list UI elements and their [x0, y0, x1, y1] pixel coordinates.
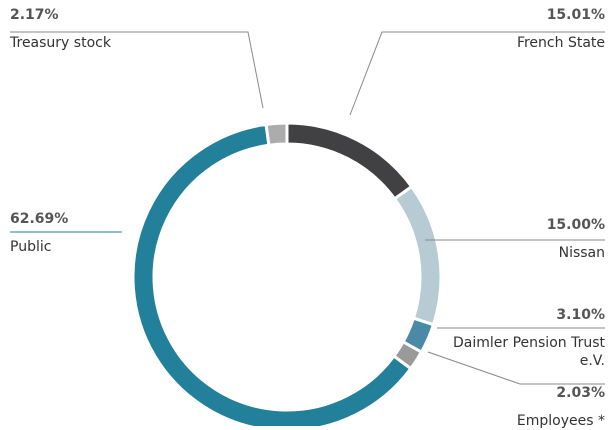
value-label: 62.69%: [10, 211, 69, 227]
category-label: Treasury stock: [10, 35, 111, 51]
leader-line: [349, 31, 605, 116]
value-label: 2.03%: [556, 385, 605, 401]
leader-line: [10, 31, 264, 109]
segment-label: 2.03% Employees *: [445, 384, 605, 430]
segment-label: 62.69% Public: [10, 210, 170, 256]
segment-label: 3.10% Daimler Pension Trust e.V.: [445, 306, 605, 370]
value-label: 3.10%: [556, 307, 605, 323]
category-label: French State: [516, 35, 605, 51]
segment-label: 15.00% Nissan: [445, 216, 605, 262]
donut-segment: [392, 184, 443, 327]
donut-segment: [285, 121, 414, 201]
value-label: 15.01%: [546, 7, 605, 23]
value-label: 2.17%: [10, 7, 59, 23]
segment-label: 2.17% Treasury stock: [10, 6, 170, 52]
category-label: Daimler Pension Trust e.V.: [452, 335, 605, 369]
category-label: Employees *: [516, 413, 605, 429]
category-label: Public: [10, 239, 52, 255]
donut-segment: [264, 121, 289, 147]
segment-label: 15.01% French State: [445, 6, 605, 52]
leader-line: [427, 351, 605, 385]
category-label: Nissan: [558, 245, 605, 261]
value-label: 15.00%: [546, 217, 605, 233]
